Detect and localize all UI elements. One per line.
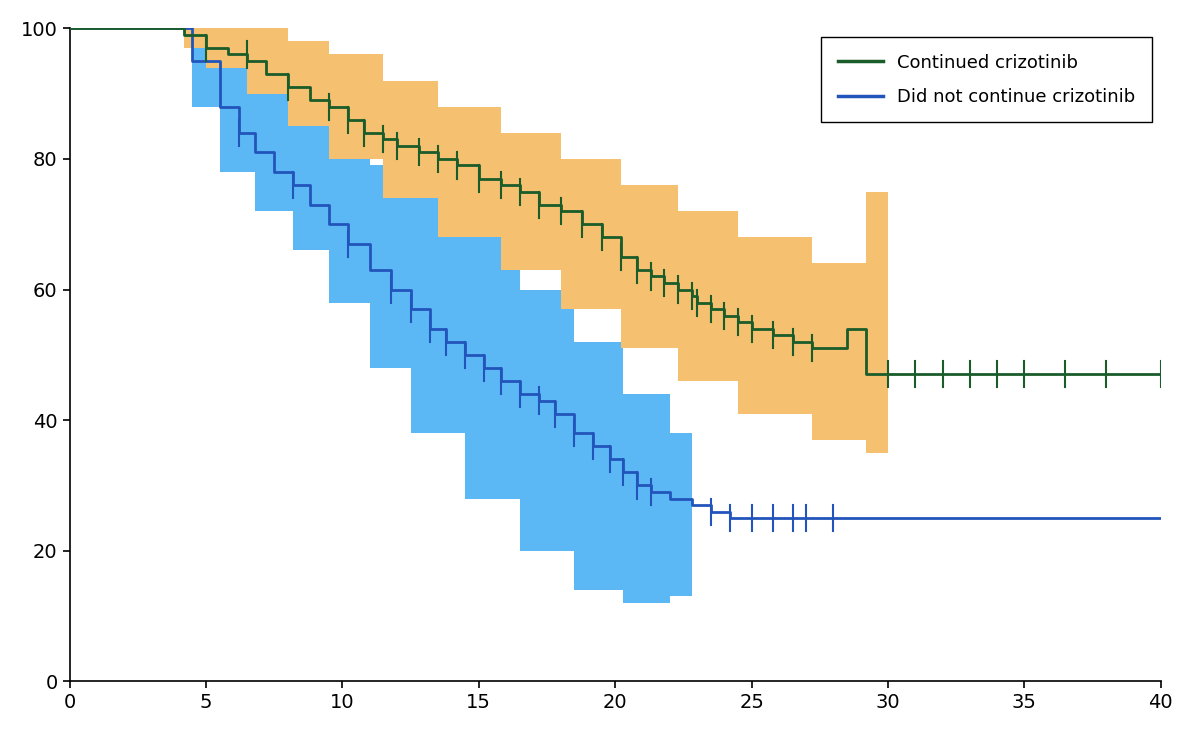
Legend: Continued crizotinib, Did not continue crizotinib: Continued crizotinib, Did not continue c…	[821, 37, 1152, 122]
